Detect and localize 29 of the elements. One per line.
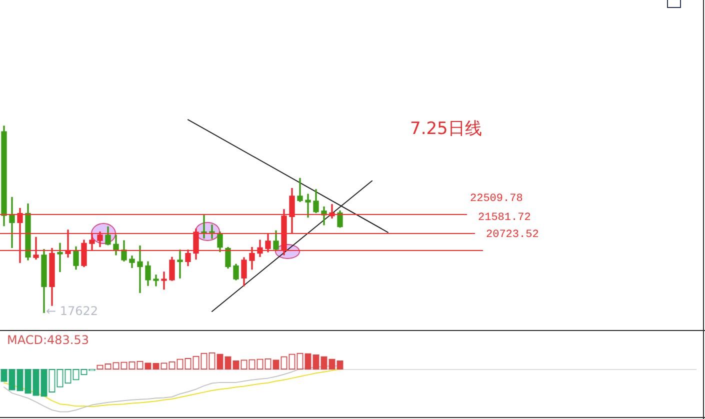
candlestick	[297, 178, 303, 202]
bar	[312, 354, 320, 370]
candlestick	[17, 208, 23, 263]
candlestick	[209, 224, 215, 239]
candlestick	[57, 242, 63, 272]
bar	[32, 368, 40, 396]
candlestick	[9, 196, 15, 248]
bar	[8, 368, 16, 390]
bar	[304, 353, 312, 370]
candlestick	[153, 274, 159, 286]
annotation: ← 17622	[46, 304, 98, 318]
annotation: 21581.72	[478, 212, 531, 224]
bar	[16, 368, 24, 392]
annotation: 20723.52	[486, 228, 539, 241]
bar	[24, 368, 32, 394]
bar	[320, 356, 328, 370]
bar	[224, 356, 232, 370]
candlestick	[201, 214, 207, 238]
candlestick	[305, 194, 311, 218]
chart-title: 7.25日线	[410, 119, 482, 140]
candlestick	[161, 272, 167, 290]
chart-title: MACD:483.53	[7, 333, 90, 348]
candlestick	[33, 236, 39, 260]
candlestick	[137, 245, 143, 293]
bar	[0, 368, 8, 382]
bar	[40, 368, 48, 397]
candlestick	[177, 250, 183, 278]
annotation: 22509.78	[470, 192, 523, 205]
bar	[216, 354, 224, 370]
